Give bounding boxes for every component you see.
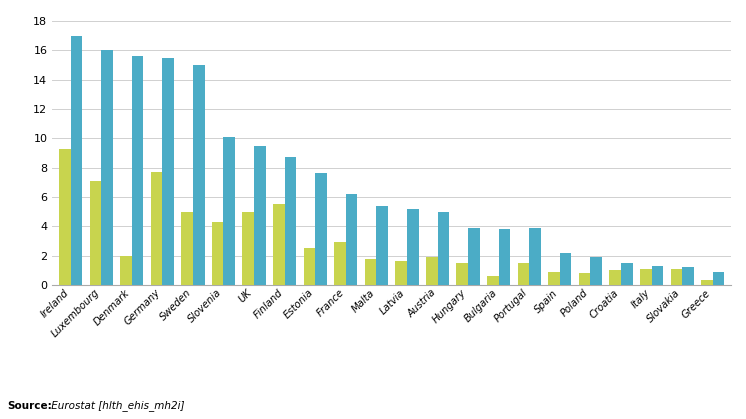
Bar [132, 56, 143, 285]
Bar [224, 137, 235, 285]
Bar [151, 172, 163, 285]
Bar [365, 259, 377, 285]
Bar [701, 280, 712, 285]
Bar [712, 272, 724, 285]
Bar [59, 149, 71, 285]
Bar [334, 242, 346, 285]
Bar [682, 267, 694, 285]
Bar [377, 206, 388, 285]
Bar [71, 36, 82, 285]
Bar [254, 146, 266, 285]
Bar [468, 228, 480, 285]
Bar [529, 228, 541, 285]
Bar [285, 158, 296, 285]
Bar [640, 269, 651, 285]
Text: Eurostat [hlth_ehis_mh2i]: Eurostat [hlth_ehis_mh2i] [48, 400, 185, 411]
Bar [193, 65, 204, 285]
Bar [181, 212, 193, 285]
Bar [518, 263, 529, 285]
Bar [560, 253, 571, 285]
Bar [395, 261, 407, 285]
Bar [90, 181, 101, 285]
Bar [163, 57, 174, 285]
Bar [212, 222, 224, 285]
Bar [346, 194, 357, 285]
Bar [651, 266, 663, 285]
Text: Source:: Source: [7, 401, 52, 411]
Bar [407, 209, 419, 285]
Bar [487, 276, 498, 285]
Bar [101, 50, 113, 285]
Bar [242, 212, 254, 285]
Bar [304, 248, 316, 285]
Bar [548, 272, 560, 285]
Bar [498, 229, 510, 285]
Bar [437, 212, 449, 285]
Bar [621, 263, 633, 285]
Bar [120, 256, 132, 285]
Bar [609, 270, 621, 285]
Bar [671, 269, 682, 285]
Bar [590, 257, 602, 285]
Bar [457, 263, 468, 285]
Bar [316, 173, 327, 285]
Bar [273, 204, 285, 285]
Bar [426, 257, 437, 285]
Bar [579, 273, 590, 285]
